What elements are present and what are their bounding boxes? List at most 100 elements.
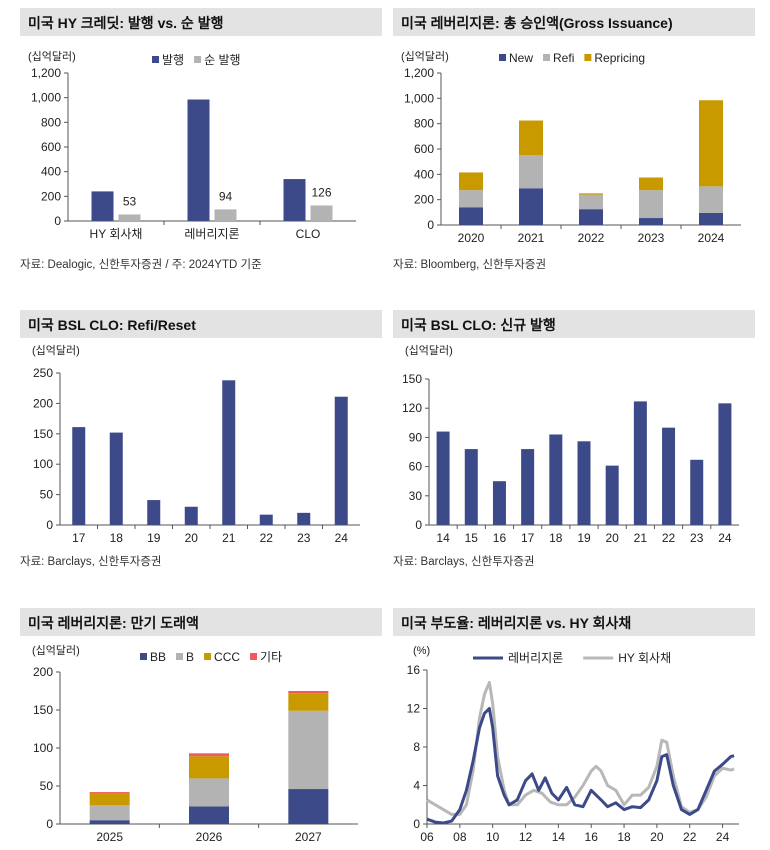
bar <box>639 177 663 191</box>
y-tick-label: 0 <box>46 518 53 532</box>
x-tick-label: 19 <box>577 531 591 545</box>
bar <box>259 514 273 525</box>
chart-title-bar: 미국 레버리지론: 만기 도래액 <box>20 608 382 636</box>
y-tick-label: 1,200 <box>31 66 61 80</box>
y-tick-label: 1,000 <box>404 91 434 105</box>
series-line <box>426 707 735 825</box>
x-tick-label: 17 <box>521 531 535 545</box>
y-tick-label: 200 <box>41 189 61 203</box>
y-tick-label: 0 <box>54 214 61 228</box>
x-tick-label: 18 <box>110 531 124 545</box>
legend-label: CCC <box>214 650 240 664</box>
x-tick-label: 21 <box>634 531 648 545</box>
bar <box>633 401 647 525</box>
data-label: 53 <box>123 194 137 208</box>
legend-swatch <box>499 54 506 61</box>
y-tick-label: 1,000 <box>31 91 61 105</box>
chart-title-bar: 미국 레버리지론: 총 승인액(Gross Issuance) <box>393 8 755 36</box>
x-tick-label: 2025 <box>96 830 123 844</box>
bar <box>459 172 483 191</box>
bar <box>699 100 723 187</box>
series-line <box>426 681 735 816</box>
x-tick-label: 08 <box>453 830 467 844</box>
x-tick-label: 20 <box>185 531 199 545</box>
x-tick-label: 2022 <box>578 231 605 245</box>
bar <box>288 789 329 824</box>
legend-swatch <box>140 653 147 660</box>
legend-label: B <box>186 650 194 664</box>
bar <box>187 99 210 221</box>
x-tick-label: 22 <box>683 830 697 844</box>
bar <box>189 753 229 757</box>
x-tick-label: 24 <box>718 531 732 545</box>
chart-title-bar: 미국 HY 크레딧: 발행 vs. 순 발행 <box>20 8 382 36</box>
x-tick-label: 17 <box>72 531 86 545</box>
x-tick-label: CLO <box>296 227 321 241</box>
bar <box>222 380 236 525</box>
y-tick-label: 400 <box>414 167 434 181</box>
x-tick-label: 06 <box>420 830 434 844</box>
y-tick-label: 800 <box>41 115 61 129</box>
data-label: 126 <box>311 185 331 199</box>
x-tick-label: 24 <box>716 830 730 844</box>
y-tick-label: 600 <box>41 140 61 154</box>
chart-source: 자료: Dealogic, 신한투자증권 / 주: 2024YTD 기준 <box>20 259 262 271</box>
y-tick-label: 250 <box>33 366 53 380</box>
bar <box>519 155 543 189</box>
y-tick-label: 90 <box>409 430 423 444</box>
legend-swatch <box>250 653 258 660</box>
legend-swatch <box>152 56 159 63</box>
bar <box>699 186 723 213</box>
legend-swatch <box>176 653 184 660</box>
y-tick-label: 200 <box>33 665 53 679</box>
y-tick-label: 50 <box>40 779 54 793</box>
legend-swatch <box>543 54 551 61</box>
bar <box>718 403 732 525</box>
x-tick-label: 23 <box>297 531 311 545</box>
x-tick-label: 2026 <box>196 830 223 844</box>
y-tick-label: 0 <box>413 817 420 831</box>
y-tick-label: 0 <box>46 817 53 831</box>
chart-title: 미국 HY 크레딧: 발행 vs. 순 발행 <box>28 15 224 31</box>
legend-label: HY 회사채 <box>618 651 671 665</box>
y-unit-label: (십억달러) <box>32 344 80 357</box>
y-tick-label: 120 <box>402 401 422 415</box>
x-tick-label: 24 <box>335 531 349 545</box>
y-unit-label: (십억달러) <box>405 344 453 357</box>
bar <box>283 179 306 221</box>
bar <box>189 806 229 824</box>
chart-title: 미국 BSL CLO: 신규 발행 <box>401 317 556 333</box>
bar <box>288 691 329 694</box>
bar <box>464 449 478 525</box>
legend-label: Refi <box>553 51 574 65</box>
legend-swatch <box>194 56 202 63</box>
chart-default-rate: (%) 0 4 8 12 16 06 08 10 12 14 16 18 20 22 24 레버리지론 HY 회사… <box>407 645 739 844</box>
chart-title-bar: 미국 BSL CLO: 신규 발행 <box>393 310 755 338</box>
chart-source: 자료: Barclays, 신한투자증권 <box>393 556 535 568</box>
bar <box>214 209 237 221</box>
legend-label: 발행 <box>162 52 184 67</box>
bar <box>91 191 114 221</box>
y-tick-label: 0 <box>415 518 422 532</box>
x-tick-label: 14 <box>552 830 566 844</box>
y-tick-label: 50 <box>40 488 54 502</box>
x-tick-label: 2024 <box>698 231 725 245</box>
bar <box>690 459 704 525</box>
bar <box>72 427 86 525</box>
chart-leveraged-loan-gross: (십억달러) 0 200 400 600 800 1,000 1,200 2020 2021 202… <box>401 50 741 245</box>
bar <box>89 805 130 821</box>
x-tick-label: 16 <box>585 830 599 844</box>
chart-clo-refi-reset: (십억달러) 0 50 100 150 200 250 17 18 19 20 21 22 23 24 <box>32 344 360 545</box>
y-unit-label: (십억달러) <box>32 644 80 657</box>
x-tick-label: 2020 <box>458 231 485 245</box>
x-tick-label: 12 <box>519 830 533 844</box>
y-tick-label: 30 <box>409 489 423 503</box>
x-tick-label: 15 <box>465 531 479 545</box>
bar <box>579 194 603 210</box>
bar <box>521 449 535 525</box>
chart-title: 미국 BSL CLO: Refi/Reset <box>28 317 196 333</box>
x-tick-label: 19 <box>147 531 161 545</box>
bar <box>699 212 723 225</box>
y-tick-label: 600 <box>414 142 434 156</box>
y-tick-label: 8 <box>413 740 420 754</box>
